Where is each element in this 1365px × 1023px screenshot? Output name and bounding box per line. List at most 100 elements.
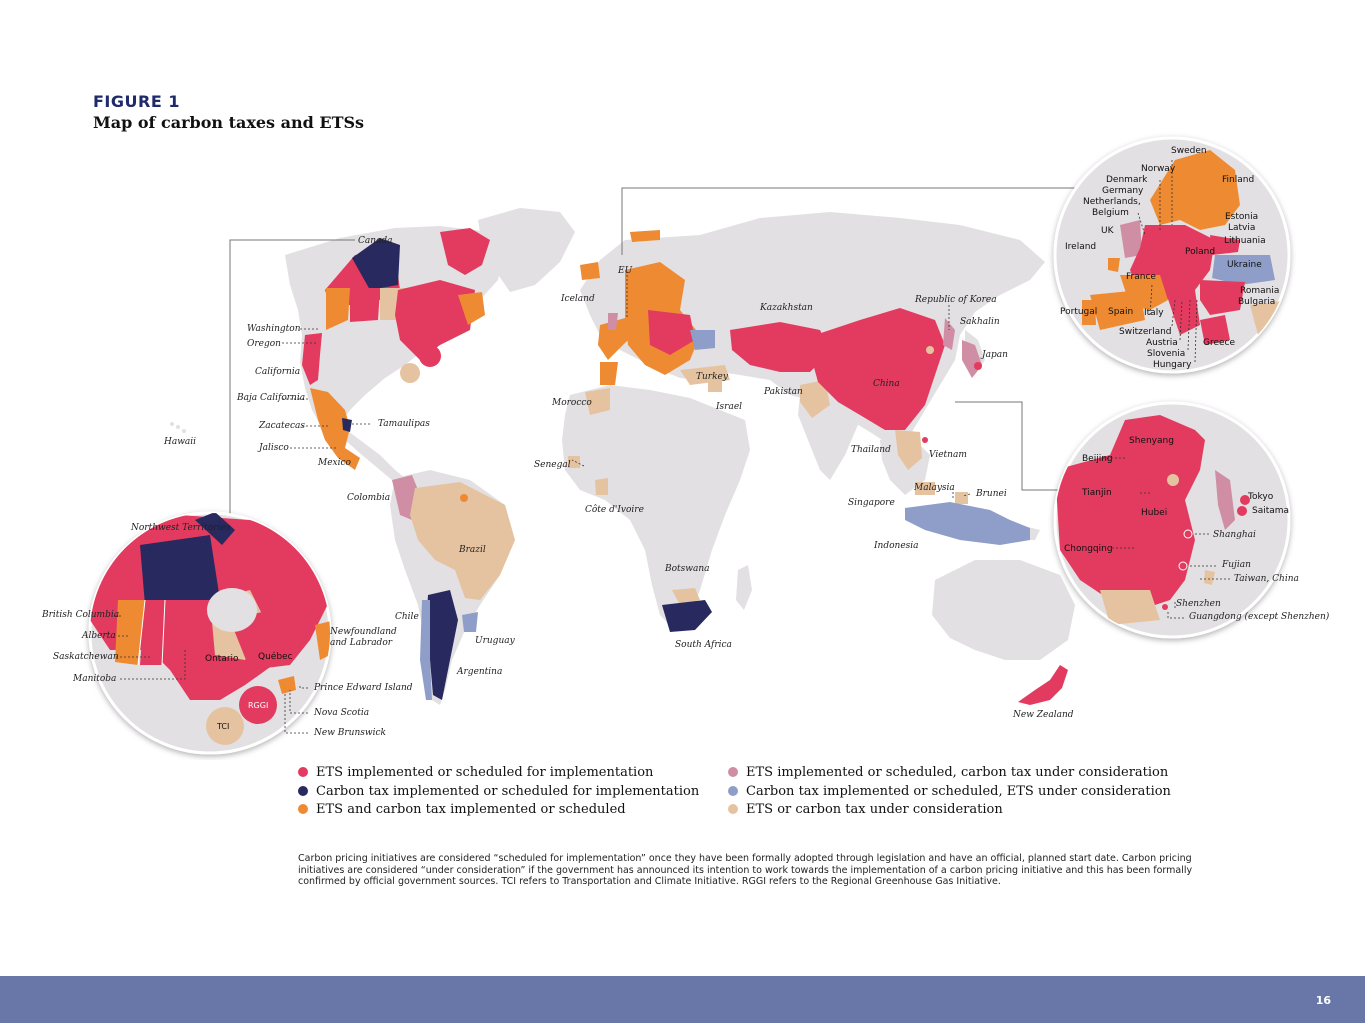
legend-item-tax-ets-consider: Carbon tax implemented or scheduled, ETS… — [728, 784, 1171, 799]
label-hungary: Hungary — [1153, 360, 1192, 370]
label-hubei: Hubei — [1141, 508, 1167, 518]
europe-inset — [1053, 136, 1291, 374]
label-austria: Austria — [1146, 338, 1178, 348]
label-jalisco: Jalisco — [257, 443, 289, 453]
label-ukraine: Ukraine — [1227, 260, 1262, 270]
label-poland: Poland — [1185, 247, 1215, 257]
label-pakistan: Pakistan — [763, 387, 803, 397]
label-malaysia: Malaysia — [913, 483, 955, 493]
label-nwt: Northwest Territories — [130, 523, 231, 533]
label-kazakhstan: Kazakhstan — [759, 303, 813, 313]
label-latvia: Latvia — [1228, 223, 1255, 233]
label-shenyang: Shenyang — [1129, 436, 1174, 446]
label-uk: UK — [1101, 226, 1115, 236]
label-shenzhen: Shenzhen — [1176, 599, 1221, 609]
legend-text: ETS and carbon tax implemented or schedu… — [316, 802, 626, 817]
label-korea: Republic of Korea — [914, 295, 997, 305]
figure-label: FIGURE 1 — [93, 92, 180, 111]
label-saitama: Saitama — [1252, 506, 1289, 516]
label-denmark: Denmark — [1106, 175, 1148, 185]
label-estonia: Estonia — [1225, 212, 1258, 222]
label-vietnam: Vietnam — [929, 450, 967, 460]
label-france: France — [1126, 272, 1156, 282]
canada-regions — [325, 228, 490, 360]
label-shanghai: Shanghai — [1213, 530, 1256, 540]
label-italy: Italy — [1144, 308, 1164, 318]
label-uruguay: Uruguay — [475, 636, 516, 646]
label-senegal: Senegal — [534, 460, 571, 470]
label-netherlands: Netherlands, — [1083, 197, 1141, 207]
legend-text: ETS implemented or scheduled for impleme… — [316, 765, 654, 780]
us-west-coast — [302, 333, 322, 385]
south-america-regions — [392, 475, 515, 700]
label-alberta: Alberta — [81, 631, 116, 641]
legend-text: ETS implemented or scheduled, carbon tax… — [746, 765, 1169, 780]
label-rggi: RGGI — [248, 701, 268, 710]
label-taiwan: Taiwan, China — [1234, 574, 1299, 584]
legend-swatch — [298, 767, 308, 777]
label-chongqing: Chongqing — [1064, 544, 1113, 554]
label-romania: Romania — [1240, 286, 1279, 296]
label-labrador: and Labrador — [330, 638, 393, 648]
label-colombia: Colombia — [347, 493, 390, 503]
label-ontario: Ontario — [205, 654, 239, 664]
canada-inset-labels: Northwest Territories British Columbia A… — [41, 523, 413, 738]
label-brazil: Brazil — [458, 545, 486, 555]
asia-inset-labels: Shenyang Beijing Tianjin Hubei Chongqing… — [1064, 436, 1330, 622]
asia-regions — [730, 308, 1030, 545]
label-tci: TCI — [216, 722, 229, 731]
label-newfoundland: Newfoundland — [329, 627, 397, 637]
label-tokyo: Tokyo — [1247, 492, 1274, 502]
label-germany: Germany — [1102, 186, 1144, 196]
europe-inset-labels: Sweden Norway Finland Denmark Germany Ne… — [1060, 146, 1279, 370]
legend-text: ETS or carbon tax under consideration — [746, 802, 1003, 817]
label-sweden: Sweden — [1171, 146, 1207, 156]
label-hawaii: Hawaii — [163, 437, 196, 447]
label-japan: Japan — [980, 350, 1008, 360]
label-zacatecas: Zacatecas — [258, 421, 305, 431]
canada-inset — [88, 511, 332, 755]
legend-swatch — [298, 804, 308, 814]
legend-item-both: ETS and carbon tax implemented or schedu… — [298, 802, 626, 817]
label-spain: Spain — [1108, 307, 1133, 317]
legend-item-consider: ETS or carbon tax under consideration — [728, 802, 1003, 817]
label-ireland: Ireland — [1065, 242, 1096, 252]
rggi-marker — [419, 345, 441, 367]
label-pei: Prince Edward Island — [313, 683, 413, 693]
label-nova-scotia: Nova Scotia — [313, 708, 369, 718]
label-brunei: Brunei — [975, 489, 1007, 499]
legend-text: Carbon tax implemented or scheduled, ETS… — [746, 784, 1171, 799]
label-beijing: Beijing — [1082, 454, 1113, 464]
label-guangdong: Guangdong (except Shenzhen) — [1189, 611, 1330, 622]
label-argentina: Argentina — [456, 667, 502, 677]
label-slovenia: Slovenia — [1147, 349, 1185, 359]
label-portugal: Portugal — [1060, 307, 1097, 317]
label-norway: Norway — [1141, 164, 1176, 174]
label-mexico: Mexico — [317, 458, 352, 468]
label-oregon: Oregon — [247, 339, 281, 349]
label-tianjin: Tianjin — [1081, 488, 1112, 498]
nz-region — [1018, 665, 1068, 705]
label-new-zealand: New Zealand — [1012, 710, 1074, 720]
label-china: China — [873, 379, 900, 389]
label-botswana: Botswana — [664, 564, 710, 574]
label-manitoba: Manitoba — [72, 674, 116, 684]
label-fujian: Fujian — [1221, 560, 1251, 570]
label-california: California — [255, 367, 300, 377]
figure-title: Map of carbon taxes and ETSs — [93, 113, 365, 132]
label-sakhalin: Sakhalin — [960, 317, 1000, 327]
inset-connectors — [229, 187, 1080, 515]
legend-swatch — [728, 804, 738, 814]
world-map: Canada Washington Oregon California Baja… — [41, 136, 1330, 755]
label-eu: EU — [617, 266, 633, 276]
asia-inset — [1053, 401, 1291, 639]
page-footer-bar: 16 — [0, 976, 1365, 1023]
label-iceland: Iceland — [560, 294, 595, 304]
label-bc: British Columbia — [41, 610, 119, 620]
label-indonesia: Indonesia — [873, 541, 919, 551]
legend-item-carbon-tax: Carbon tax implemented or scheduled for … — [298, 784, 699, 799]
legend-text: Carbon tax implemented or scheduled for … — [316, 784, 700, 799]
legend-item-ets: ETS implemented or scheduled for impleme… — [298, 765, 653, 780]
label-singapore: Singapore — [848, 498, 895, 508]
mexico-region — [310, 388, 360, 470]
